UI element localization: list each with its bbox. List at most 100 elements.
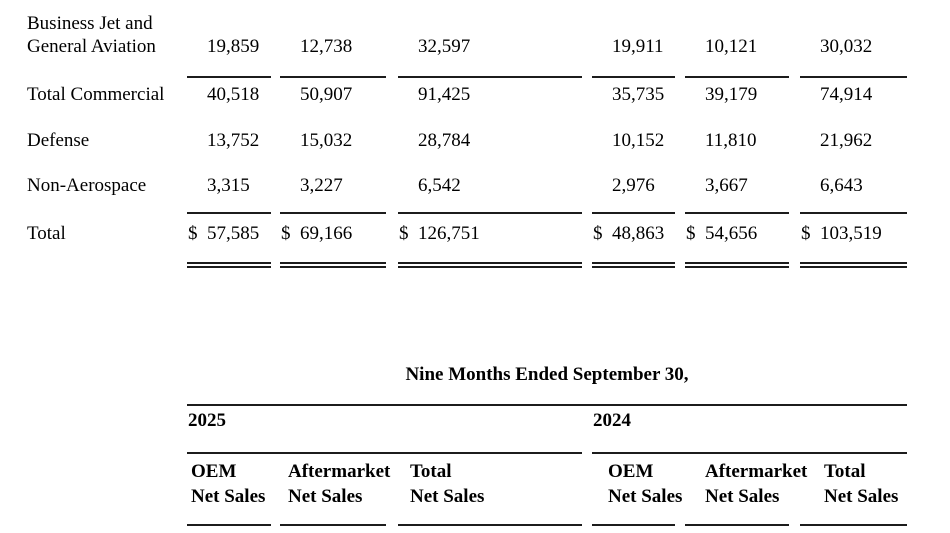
net-sales-value: 30,032 (800, 35, 907, 58)
segment-row-total-commercial: Total Commercial 40,518 50,907 91,425 35… (27, 83, 907, 106)
column-rule (592, 76, 675, 78)
dollar-sign: $ (686, 223, 696, 244)
net-sales-value: 10,152 (592, 129, 675, 152)
column-rule (800, 76, 907, 78)
row-label: Non-Aerospace (27, 175, 147, 196)
currency-symbol (187, 129, 207, 152)
currency-symbol (187, 83, 207, 106)
net-sales-value: $126,751 (399, 223, 480, 244)
net-sales-value: 15,032 (280, 129, 386, 152)
net-sales-value: 19,859 (187, 35, 271, 58)
column-rule (398, 76, 582, 78)
column-header-aftermarket-2024: Aftermarket Net Sales (705, 461, 808, 507)
row-label: Total (27, 223, 66, 244)
segment-row-total: Total $57,585 $69,166 $126,751 $48,863 $… (27, 222, 907, 245)
net-sales-value: 6,643 (800, 174, 907, 197)
segment-row-business-jet: Business Jet and General Aviation 19,859… (27, 12, 907, 58)
net-sales-value: 3,315 (187, 174, 271, 197)
column-rule (800, 524, 907, 526)
period-title: Nine Months Ended September 30, (405, 364, 689, 385)
double-rule-row (27, 262, 907, 268)
column-rule (187, 212, 271, 214)
currency-symbol (398, 83, 418, 106)
column-rule (398, 212, 582, 214)
net-sales-value: 19,911 (592, 35, 675, 58)
column-rule (280, 76, 386, 78)
period-title-rule (187, 404, 907, 406)
currency-symbol (398, 35, 418, 58)
double-column-rule (800, 262, 907, 268)
currency-symbol (280, 35, 300, 58)
currency-symbol (592, 174, 612, 197)
net-sales-value: $48,863 (593, 223, 665, 244)
net-sales-value: 21,962 (800, 129, 907, 152)
column-rule (685, 524, 789, 526)
double-column-rule (187, 262, 271, 268)
net-sales-value: 40,518 (187, 83, 271, 106)
segment-row-defense: Defense 13,752 15,032 28,784 10,152 11,8… (27, 129, 907, 152)
column-rule (280, 524, 386, 526)
rule-row (27, 76, 907, 78)
net-sales-value: $103,519 (801, 223, 882, 244)
row-label: Business Jet and General Aviation (27, 13, 156, 57)
column-rule (800, 212, 907, 214)
currency-symbol (280, 83, 300, 106)
column-header-row: OEM Net Sales Aftermarket Net Sales Tota… (27, 459, 931, 509)
dollar-sign: $ (399, 223, 409, 244)
net-sales-value: 39,179 (685, 83, 789, 106)
currency-symbol (592, 129, 612, 152)
year-2025-rule (187, 452, 582, 454)
net-sales-value: 74,914 (800, 83, 907, 106)
column-rule (592, 212, 675, 214)
currency-symbol (187, 35, 207, 58)
net-sales-value: 10,121 (685, 35, 789, 58)
net-sales-value: 35,735 (592, 83, 675, 106)
currency-symbol (280, 174, 300, 197)
currency-symbol (800, 83, 820, 106)
year-2025-label: 2025 (188, 410, 226, 431)
segment-row-non-aerospace: Non-Aerospace 3,315 3,227 6,542 2,976 3,… (27, 174, 907, 197)
column-rule (187, 524, 271, 526)
column-rule (280, 212, 386, 214)
double-column-rule (398, 262, 582, 268)
column-header-total-2024: Total Net Sales (824, 461, 899, 507)
column-rule (685, 212, 789, 214)
column-header-total-2025: Total Net Sales (410, 461, 485, 507)
year-2024-label: 2024 (593, 410, 631, 431)
column-header-oem-2024: OEM Net Sales (608, 461, 683, 507)
net-sales-value: 3,227 (280, 174, 386, 197)
net-sales-value: 28,784 (398, 129, 582, 152)
currency-symbol (800, 35, 820, 58)
column-header-aftermarket-2025: Aftermarket Net Sales (288, 461, 391, 507)
column-rule (685, 76, 789, 78)
column-rule (187, 76, 271, 78)
currency-symbol (685, 35, 705, 58)
rule-row (27, 524, 907, 526)
net-sales-value: 91,425 (398, 83, 582, 106)
row-label: Defense (27, 130, 90, 151)
currency-symbol (685, 129, 705, 152)
currency-symbol (800, 129, 820, 152)
row-label: Total Commercial (27, 84, 165, 105)
net-sales-value: 3,667 (685, 174, 789, 197)
column-header-oem-2025: OEM Net Sales (191, 461, 266, 507)
year-2024-rule (592, 452, 907, 454)
net-sales-value: 12,738 (280, 35, 386, 58)
net-sales-value: $54,656 (686, 223, 758, 244)
double-column-rule (280, 262, 386, 268)
currency-symbol (187, 174, 207, 197)
double-column-rule (592, 262, 675, 268)
currency-symbol (280, 129, 300, 152)
rule-row (27, 212, 907, 214)
currency-symbol (685, 174, 705, 197)
column-rule (592, 524, 675, 526)
net-sales-value: 11,810 (685, 129, 789, 152)
currency-symbol (592, 35, 612, 58)
net-sales-value: 13,752 (187, 129, 271, 152)
currency-symbol (398, 174, 418, 197)
dollar-sign: $ (188, 223, 198, 244)
dollar-sign: $ (593, 223, 603, 244)
net-sales-value: 32,597 (398, 35, 582, 58)
currency-symbol (800, 174, 820, 197)
